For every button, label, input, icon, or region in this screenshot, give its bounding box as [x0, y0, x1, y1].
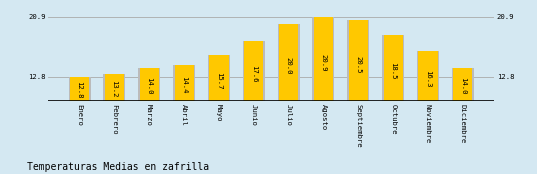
Bar	[243, 41, 265, 101]
Text: 20.5: 20.5	[355, 56, 361, 73]
Text: 14.0: 14.0	[460, 77, 466, 95]
Bar	[138, 68, 160, 101]
Text: 15.7: 15.7	[216, 72, 222, 89]
Bar	[418, 51, 438, 101]
Text: 16.3: 16.3	[425, 70, 431, 87]
Bar	[105, 74, 124, 101]
Text: Temperaturas Medias en zafrilla: Temperaturas Medias en zafrilla	[27, 162, 209, 172]
Text: 18.5: 18.5	[390, 62, 396, 80]
Bar	[208, 55, 230, 101]
Text: 17.6: 17.6	[251, 65, 257, 83]
Bar	[244, 41, 263, 101]
Bar	[383, 35, 403, 101]
Bar	[70, 77, 89, 101]
Bar	[175, 65, 194, 101]
Text: 13.2: 13.2	[111, 80, 118, 97]
Bar	[173, 65, 195, 101]
Bar	[349, 20, 368, 101]
Bar	[104, 74, 125, 101]
Bar	[69, 77, 91, 101]
Text: 14.0: 14.0	[146, 77, 153, 95]
Bar	[417, 51, 439, 101]
Bar	[453, 68, 473, 101]
Bar	[347, 20, 369, 101]
Bar	[452, 68, 474, 101]
Text: 20.0: 20.0	[286, 57, 292, 75]
Bar	[313, 17, 335, 101]
Bar	[314, 17, 333, 101]
Bar	[140, 68, 159, 101]
Bar	[279, 24, 298, 101]
Bar	[209, 55, 229, 101]
Bar	[278, 24, 300, 101]
Text: 14.4: 14.4	[181, 76, 187, 93]
Text: 20.9: 20.9	[321, 54, 326, 72]
Bar	[382, 35, 404, 101]
Text: 12.8: 12.8	[77, 81, 83, 99]
